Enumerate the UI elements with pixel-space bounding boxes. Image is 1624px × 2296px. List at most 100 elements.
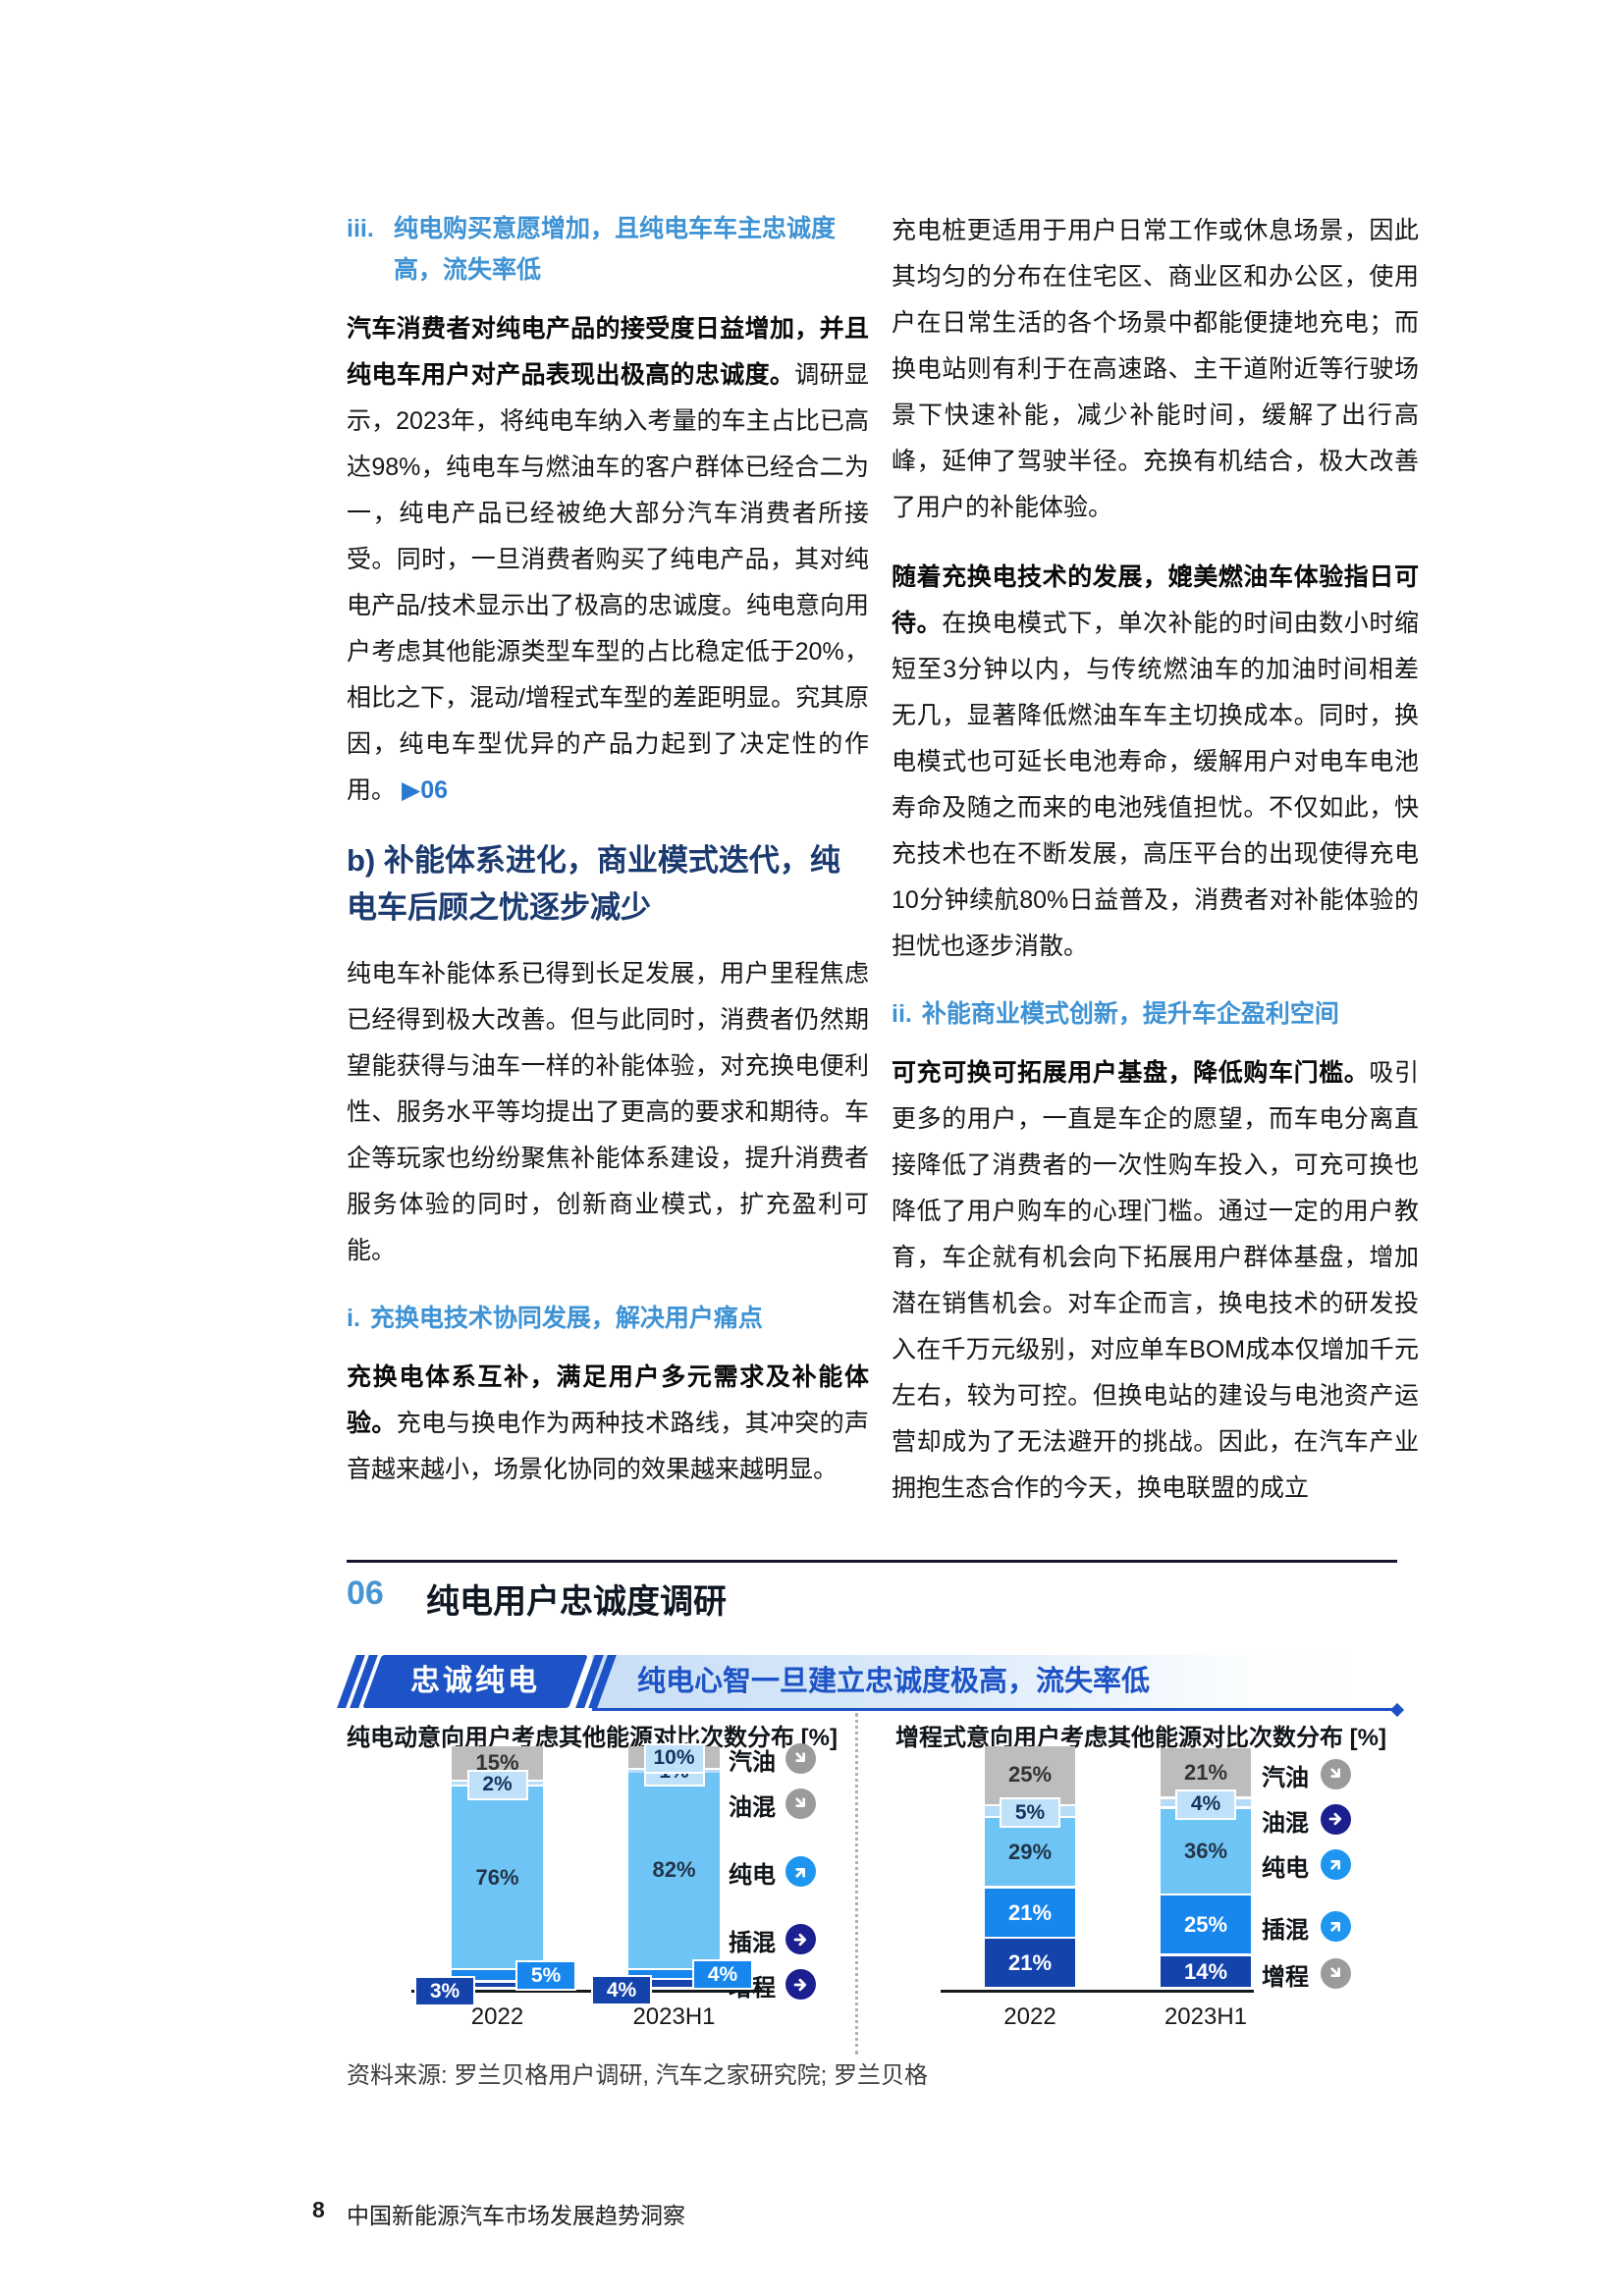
x-axis <box>411 1990 765 1993</box>
exhibit-banner: 忠诚纯电 纯电心智一旦建立忠诚度极高，流失率低 <box>337 1655 1405 1718</box>
bar-segment-汽油 <box>1161 1748 1251 1797</box>
bar-value-label: 76% <box>475 1864 519 1890</box>
bar-value-label: 36% <box>1183 1838 1228 1863</box>
legend-label-纯电: 纯电 <box>729 1862 776 1890</box>
paragraph-tech-develop-lead: 随着充换电技术的发展，媲美燃油车体验指日可待。 <box>892 563 1419 637</box>
paragraph-loyalty-body: 调研显示，2023年，将纯电车纳入考量的车主占比已高达98%，纯电车与燃油车的客… <box>347 361 869 804</box>
bar-segment-插混 <box>628 1970 720 1978</box>
bar-segment-增程 <box>628 1980 720 1988</box>
chart-title: 纯电动意向用户考虑其他能源对比次数分布 [%] <box>347 1725 838 1751</box>
bar-value-label: 21% <box>1007 1899 1053 1925</box>
bar-segment-纯电 <box>985 1818 1075 1887</box>
category-label: 2023H1 <box>632 2003 716 2030</box>
bar-segment-增程 <box>985 1939 1075 1988</box>
paragraph-tech-develop: 随着充换电技术的发展，媲美燃油车体验指日可待。在换电模式下，单次补能的时间由数小… <box>892 555 1419 970</box>
exhibit-ref-link: ▶06 <box>402 776 449 804</box>
bar-value-chip: 2% <box>466 1769 528 1800</box>
paragraph-swap-charge: 充换电体系互补，满足用户多元需求及补能体验。充电与换电作为两种技术路线，其冲突的… <box>347 1355 869 1493</box>
paragraph-tech-develop-body: 在换电模式下，单次补能的时间由数小时缩短至3分钟以内，与传统燃油车的加油时间相差… <box>892 610 1419 960</box>
bar-segment-增程 <box>1161 1955 1251 1988</box>
paragraph-swap-charge-lead: 充换电体系互补，满足用户多元需求及补能体验。 <box>347 1363 869 1437</box>
legend-label-汽油: 汽油 <box>1262 1764 1309 1791</box>
category-label: 2022 <box>470 2003 524 2030</box>
paragraph-business-model-lead: 可充可换可拓展用户基盘，降低购车门槛。 <box>892 1059 1370 1087</box>
trend-up-icon <box>1321 1910 1351 1942</box>
paragraph-charging-system: 纯电车补能体系已得到长足发展，用户里程焦虑已经得到极大改善。但与此同时，消费者仍… <box>347 960 869 1264</box>
bar-segment-插混 <box>452 1970 543 1981</box>
bar-value-chip: 3% <box>414 1976 475 2007</box>
bar-value-chip: 5% <box>1000 1797 1060 1829</box>
paragraph-business-model-body: 吸引更多的用户，一直是车企的愿望，而车电分离直接降低了消费者的一次性购车投入，可… <box>892 1059 1419 1502</box>
trend-up-icon <box>785 1856 816 1888</box>
exhibit-rule <box>347 1560 1397 1563</box>
heading-ii-number: ii. <box>892 1000 912 1028</box>
trend-flat-icon <box>785 1924 816 1954</box>
paragraph-charging-pile: 充电桩更适用于用户日常工作或休息场景，因此其均匀的分布在住宅区、商业区和办公区，… <box>892 217 1419 521</box>
legend-label-油混: 油混 <box>729 1793 776 1821</box>
source-note: 资料来源: 罗兰贝格用户调研, 汽车之家研究院; 罗兰贝格 <box>347 2062 929 2089</box>
bar-segment-插混 <box>985 1888 1075 1937</box>
bar-segment-插混 <box>1161 1896 1251 1954</box>
exhibit-number: 06 <box>347 1575 384 1612</box>
bar-value-label: 14% <box>1183 1958 1228 1984</box>
banner-underline <box>592 1708 1399 1711</box>
exhibit-title: 纯电用户忠诚度调研 <box>426 1583 727 1621</box>
banner-headline: 纯电心智一旦建立忠诚度极高，流失率低 <box>637 1666 1151 1697</box>
heading-i-number: i. <box>347 1305 360 1332</box>
bar-value-chip: 4% <box>1175 1789 1236 1820</box>
footer-page-number: 8 <box>312 2197 325 2222</box>
category-label: 2022 <box>1003 2003 1056 2030</box>
category-label: 2023H1 <box>1164 2003 1248 2030</box>
bar-value-label: 29% <box>1007 1840 1053 1864</box>
legend-label-汽油: 汽油 <box>729 1748 776 1776</box>
bar-value-label: 21% <box>1007 1950 1053 1976</box>
heading-ii-text: 补能商业模式创新，提升车企盈利空间 <box>921 1000 1339 1028</box>
trend-flat-icon <box>1321 1803 1351 1835</box>
paragraph-loyalty: 汽车消费者对纯电产品的接受度日益增加，并且纯电车用户对产品表现出极高的忠诚度。调… <box>347 306 869 814</box>
banner-gradient-strip <box>592 1655 1399 1708</box>
chart-divider <box>855 1713 858 2055</box>
heading-iii-number: iii. <box>347 215 374 242</box>
paragraph-business-model: 可充可换可拓展用户基盘，降低购车门槛。吸引更多的用户，一直是车企的愿望，而车电分… <box>892 1050 1419 1512</box>
legend-label-油混: 油混 <box>1262 1809 1309 1837</box>
banner-tag: 忠诚纯电 <box>362 1655 588 1708</box>
bar-value-label: 25% <box>1183 1911 1228 1937</box>
trend-down-icon <box>785 1788 816 1819</box>
heading-b: b) 补能体系进化，商业模式迭代，纯电车后顾之忧逐步减少 <box>347 843 840 925</box>
heading-i: i. 充换电技术协同发展，解决用户痛点 <box>347 1298 869 1339</box>
trend-down-icon <box>1321 1758 1351 1789</box>
right-column: 充电桩更适用于用户日常工作或休息场景，因此其均匀的分布在住宅区、商业区和办公区，… <box>892 208 1419 1535</box>
legend-label-插混: 插混 <box>1262 1916 1309 1944</box>
heading-iii-text: 纯电购买意愿增加，且纯电车车主忠诚度高，流失率低 <box>394 215 837 284</box>
banner-tag-label: 忠诚纯电 <box>410 1665 540 1697</box>
heading-i-text: 充换电技术协同发展，解决用户痛点 <box>369 1305 763 1332</box>
bar-value-chip: 10% <box>643 1742 705 1774</box>
bar-segment-纯电 <box>628 1772 720 1968</box>
legend-label-增程: 增程 <box>1262 1963 1309 1991</box>
bar-segment-纯电 <box>1161 1808 1251 1894</box>
chart-title: 增程式意向用户考虑其他能源对比次数分布 [%] <box>895 1725 1386 1751</box>
trend-flat-icon <box>785 1969 816 2000</box>
bar-value-label: 25% <box>1007 1762 1053 1788</box>
trend-down-icon <box>785 1742 816 1774</box>
bar-segment-汽油 <box>985 1745 1075 1804</box>
paragraph-loyalty-lead: 汽车消费者对纯电产品的接受度日益增加，并且纯电车用户对产品表现出极高的忠诚度。 <box>347 315 869 389</box>
bar-value-label: 21% <box>1183 1759 1228 1785</box>
x-axis <box>941 1990 1254 1993</box>
bar-segment-纯电 <box>452 1787 543 1968</box>
left-column: iii. 纯电购买意愿增加，且纯电车车主忠诚度高，流失率低 汽车消费者对纯电产品… <box>347 208 869 1517</box>
bar-value-chip: 4% <box>591 1975 652 2006</box>
trend-up-icon <box>1321 1848 1351 1880</box>
bar-value-label: 82% <box>652 1857 696 1883</box>
footer-title: 中国新能源汽车市场发展趋势洞察 <box>347 2203 685 2228</box>
paragraph-swap-charge-body: 充电与换电作为两种技术路线，其冲突的声音越来越小，场景化协同的效果越来越明显。 <box>347 1410 869 1483</box>
bar-segment-增程 <box>452 1982 543 1988</box>
bar-value-chip: 4% <box>692 1959 753 1991</box>
heading-iii: iii. 纯电购买意愿增加，且纯电车车主忠诚度高，流失率低 <box>347 208 869 291</box>
legend-label-插混: 插混 <box>729 1930 776 1956</box>
trend-down-icon <box>1321 1957 1351 1989</box>
legend-label-纯电: 纯电 <box>1262 1854 1309 1882</box>
bar-value-chip: 5% <box>515 1960 576 1992</box>
heading-ii: ii. 补能商业模式创新，提升车企盈利空间 <box>892 993 1419 1035</box>
